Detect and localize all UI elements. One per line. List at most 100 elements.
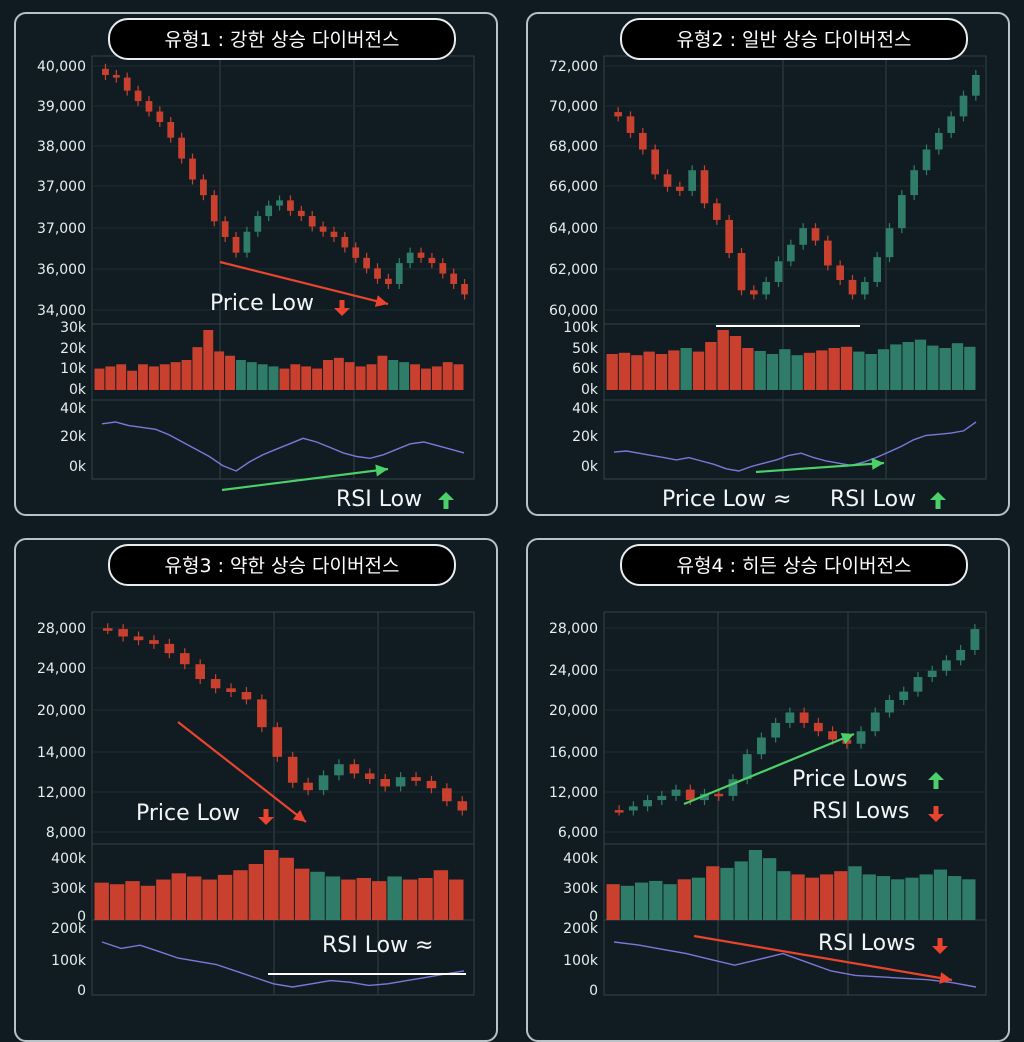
volume-bar [257, 364, 268, 390]
price-tick-label: 28,000 [549, 621, 598, 637]
volume-bar [691, 877, 706, 920]
volume-tick-label: 0k [581, 382, 599, 398]
candle-body [210, 195, 218, 222]
volume-bar [951, 343, 964, 390]
price-tick-label: 72,000 [549, 59, 598, 75]
volume-bar [105, 366, 116, 390]
volume-bar [777, 871, 791, 920]
volume-bar [233, 870, 248, 920]
rsi-lows-label: RSI Lows [818, 931, 916, 956]
volume-bar [312, 368, 323, 390]
volume-tick-label: 100k [563, 320, 599, 336]
candle-body [861, 282, 869, 295]
candle-body [149, 640, 159, 644]
volume-bar [433, 870, 449, 920]
candle-body [265, 205, 273, 217]
volume-bar [618, 352, 631, 390]
rsi-divergence-arrow-head [375, 464, 388, 477]
volume-bar [766, 354, 779, 390]
volume-bar [279, 368, 290, 390]
volume-bar [933, 869, 948, 920]
candle-body [411, 777, 421, 781]
price-tick-label: 34,000 [37, 303, 86, 319]
volume-bar [754, 351, 766, 390]
volume-bar [791, 355, 803, 390]
rsi-down-arrow [933, 806, 939, 815]
volume-bar [333, 357, 344, 390]
candle-body [873, 257, 881, 283]
candle-body [750, 290, 758, 295]
volume-bar [680, 348, 692, 390]
chart-title: 유형2 : 일반 상승 다이버전스 [620, 18, 968, 60]
price-down-arrow [263, 809, 269, 818]
volume-bar [663, 884, 677, 920]
volume-bar [729, 336, 742, 390]
rsi-tick-label: 0k [69, 459, 87, 475]
candle-body [134, 90, 142, 102]
volume-bar [94, 882, 109, 920]
rsi-tick-label: 20k [60, 429, 87, 445]
volume-bar [717, 330, 729, 390]
candle-body [856, 731, 866, 744]
rsi-line [101, 421, 465, 472]
volume-bar [366, 364, 377, 390]
chart-svg: 72,000 70,000 68,000 66,000 64,000 62,000 60,0… [549, 55, 987, 512]
candle-body [365, 773, 375, 780]
candle-body [102, 628, 113, 631]
chart-svg: 40,000 39,000 38,000 37,000 37,000 36,000 34,0… [37, 55, 475, 512]
rsi-up-arrow-head [930, 492, 946, 500]
price-tick-label: 12,000 [37, 785, 86, 801]
price-tick-label: 8,000 [46, 825, 86, 841]
volume-bar [649, 880, 663, 920]
volume-bar [779, 349, 791, 390]
candle-body [713, 203, 721, 220]
candle-body [956, 649, 966, 661]
rsi-down-arrow [937, 938, 943, 947]
volume-bar [217, 874, 233, 920]
volume-bar [418, 878, 433, 920]
volume-bar [356, 878, 371, 920]
price-down-arrow-head [258, 817, 274, 825]
price-tick-label: 60,000 [549, 303, 598, 319]
candle-body [663, 174, 672, 187]
volume-bar [819, 874, 834, 920]
volume-tick-label: 300k [51, 881, 87, 897]
volume-bar [431, 366, 442, 390]
volume-bar [734, 861, 748, 920]
candle-body [910, 170, 918, 196]
rsi-divergence-arrow [755, 461, 885, 474]
candle-body [287, 756, 298, 783]
candle-body [123, 77, 131, 91]
candle-body [112, 74, 120, 78]
volume-tick-label: 0 [77, 909, 86, 925]
candle-body [102, 68, 109, 75]
candle-body [787, 244, 795, 262]
price-divergence-arrow-head [840, 733, 854, 745]
volume-bar [948, 876, 962, 920]
rsi-lows-label: RSI Lows [812, 799, 910, 824]
volume-bar [301, 366, 312, 390]
volume-bar [127, 370, 138, 390]
rsi-divergence-arrow-head [871, 457, 884, 470]
rsi-tick-label: 40k [60, 401, 87, 417]
rsi-tick-label: 100k [51, 953, 87, 969]
rsi-tick-label: 100k [563, 953, 599, 969]
candle-body [676, 186, 684, 191]
volume-bar [742, 348, 754, 390]
volume-bar [962, 879, 976, 920]
candle-body [651, 149, 659, 175]
volume-bar [344, 362, 355, 390]
candle-body [688, 170, 696, 191]
volume-bar [692, 351, 705, 390]
volume-bar [834, 871, 848, 920]
volume-bar [192, 347, 203, 390]
price-tick-label: 24,000 [549, 663, 598, 679]
volume-bar [377, 355, 388, 390]
chart-panel-type4: 유형4 : 히든 상승 다이버전스 28,000 24,000 20,000 16,0… [526, 538, 1010, 1042]
volume-bar [159, 364, 170, 390]
candle-body [970, 629, 980, 650]
candle-body [195, 664, 205, 680]
volume-bar [919, 874, 933, 920]
price-divergence-arrow [219, 260, 389, 306]
plot-frame [91, 611, 475, 996]
